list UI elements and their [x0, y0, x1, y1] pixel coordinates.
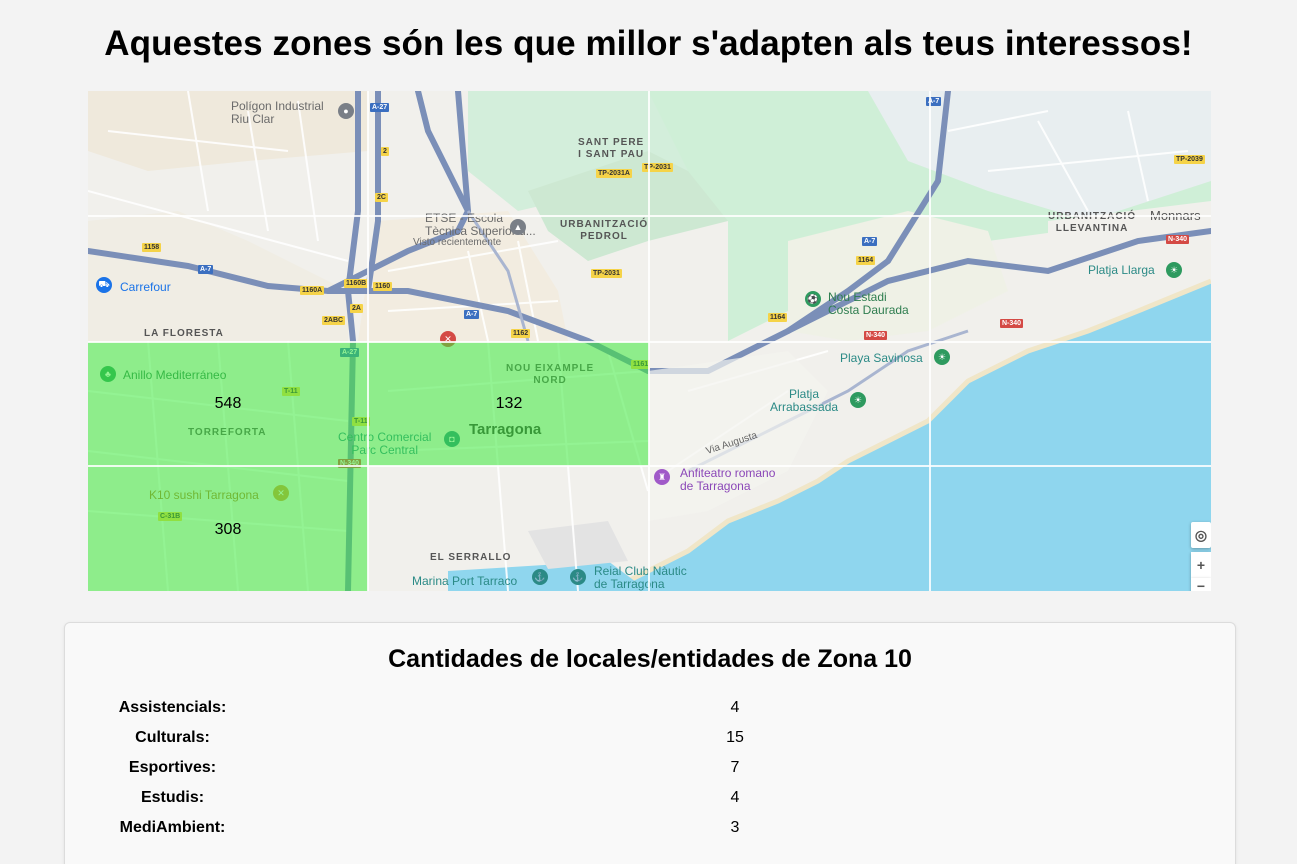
- stat-value: 15: [726, 729, 744, 746]
- crosshair-icon: ◎: [1194, 526, 1208, 543]
- poi-label[interactable]: Nou Estadi Costa Daurada: [828, 290, 909, 317]
- road-shield: 1158: [142, 243, 162, 252]
- my-location-button[interactable]: ◎: [1191, 522, 1211, 548]
- beach-icon: ☀: [850, 392, 866, 408]
- road-shield: A-7: [926, 97, 942, 106]
- stat-label: Esportives:: [128, 759, 217, 776]
- zone-stats-card: Cantidades de locales/entidades de Zona …: [64, 622, 1236, 864]
- district-label: URBANITZACIÓ PEDROL: [560, 219, 649, 242]
- road-shield: 1162: [511, 329, 531, 338]
- road-shield: 1164: [768, 313, 788, 322]
- stat-value: 3: [730, 819, 740, 836]
- road-shield: A-7: [862, 237, 878, 246]
- road-shield: 2A: [350, 304, 363, 313]
- road-shield: 1160: [373, 282, 393, 291]
- school-icon: ▲: [510, 219, 526, 235]
- road-shield: 1160A: [300, 286, 325, 295]
- stat-label: Culturals:: [135, 729, 210, 746]
- poi-label[interactable]: Polígon Industrial Riu Clar: [231, 99, 324, 126]
- poi-label[interactable]: ETSE - Escola Tècnica Superior d...: [425, 211, 536, 238]
- road-shield: N-340: [1000, 319, 1024, 328]
- minus-icon: −: [1196, 578, 1206, 591]
- stat-label: Estudis:: [140, 789, 205, 806]
- poi-label[interactable]: Platja Arrabassada: [770, 387, 839, 414]
- poi-label[interactable]: Platja Llarga: [1088, 263, 1155, 277]
- stats-row: Estudis: 4: [65, 789, 1235, 819]
- plus-icon: +: [1196, 557, 1206, 573]
- poi-label[interactable]: Anfiteatro romano de Tarragona: [680, 466, 776, 493]
- road-shield: TP-2039: [1174, 155, 1205, 164]
- marina-icon: ⚓: [532, 569, 548, 585]
- grid-line: [88, 465, 1211, 467]
- zoom-in-button[interactable]: +: [1191, 552, 1211, 578]
- grid-line: [88, 215, 1211, 217]
- district-label: LA FLORESTA: [144, 328, 224, 339]
- poi-label[interactable]: Playa Savinosa: [840, 351, 923, 365]
- zone-count: 132: [495, 395, 523, 412]
- poi-label[interactable]: Reial Club Nàutic de Tarragona: [594, 564, 687, 591]
- road-shield: A-27: [370, 103, 390, 112]
- road-shield: TP-2031: [591, 269, 622, 278]
- beach-icon: ☀: [1166, 262, 1182, 278]
- road-shield: A-7: [198, 265, 214, 274]
- zone-count: 308: [214, 521, 242, 538]
- card-title: Cantidades de locales/entidades de Zona …: [388, 645, 912, 673]
- road-shield: TP-2031: [642, 163, 673, 172]
- stats-row: Esportives: 7: [65, 759, 1235, 789]
- road-shield: 1160B: [344, 279, 369, 288]
- poi-label[interactable]: Carrefour: [120, 280, 171, 294]
- zone-highlight[interactable]: [368, 342, 649, 466]
- zone-count: 548: [214, 395, 242, 412]
- road-shield: 2ABC: [322, 316, 346, 325]
- road-shield: 2C: [375, 193, 388, 202]
- beach-icon: ☀: [934, 349, 950, 365]
- shopping-cart-icon: ⛟: [96, 277, 112, 293]
- marina-icon: ⚓: [570, 569, 586, 585]
- district-label: EL SERRALLO: [430, 552, 512, 563]
- stat-label: Assistencials:: [118, 699, 227, 716]
- road-shield: N-340: [864, 331, 888, 340]
- road-shield: N-340: [1166, 235, 1190, 244]
- poi-label[interactable]: Marina Port Tarraco: [412, 574, 518, 588]
- stats-row: MediAmbient: 3: [65, 819, 1235, 849]
- map[interactable]: SANT PERE I SANT PAU URBANITZACIÓ PEDROL…: [88, 91, 1211, 591]
- road-shield: 2: [381, 147, 389, 156]
- stats-row: Assistencials: 4: [65, 699, 1235, 729]
- zone-highlight[interactable]: [88, 342, 368, 466]
- road-shield: A-7: [464, 310, 480, 319]
- pin-icon: ●: [338, 103, 354, 119]
- grid-line: [88, 341, 1211, 343]
- district-label: SANT PERE I SANT PAU: [578, 137, 645, 160]
- poi-sublabel: Visto recientemente: [413, 237, 502, 248]
- stat-label: MediAmbient:: [119, 819, 226, 836]
- page-title: Aquestes zones són les que millor s'adap…: [104, 24, 1193, 63]
- road-shield: TP-2031A: [596, 169, 632, 178]
- stat-value: 7: [730, 759, 740, 776]
- zoom-out-button[interactable]: −: [1191, 578, 1211, 591]
- road-shield: 1164: [856, 256, 876, 265]
- stat-value: 4: [730, 699, 740, 716]
- stadium-icon: ⚽: [805, 291, 821, 307]
- stat-value: 4: [730, 789, 740, 806]
- stats-row: Culturals: 15: [65, 729, 1235, 759]
- monument-icon: ♜: [654, 469, 670, 485]
- zone-highlight[interactable]: [88, 466, 368, 591]
